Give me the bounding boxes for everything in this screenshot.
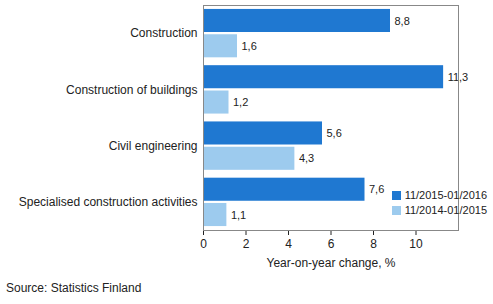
html-text:11/2014-01/2015: 11/2014-01/2015: [404, 204, 487, 216]
svg-text:Construction of buildings: Construction of buildings: [66, 83, 197, 97]
svg-text:Year-on-year change, %: Year-on-year change, %: [267, 256, 396, 270]
svg-text:8: 8: [370, 237, 377, 251]
svg-text:11,3: 11,3: [448, 71, 469, 83]
svg-text:Construction: Construction: [130, 26, 197, 40]
svg-text:7,6: 7,6: [369, 183, 384, 195]
svg-text:1,1: 1,1: [231, 209, 246, 221]
svg-text:4,3: 4,3: [299, 152, 314, 164]
svg-text:Civil engineering: Civil engineering: [109, 139, 198, 153]
svg-text:1,2: 1,2: [233, 96, 248, 108]
svg-text:8,8: 8,8: [395, 14, 410, 26]
svg-text:6: 6: [328, 237, 335, 251]
svg-text:4: 4: [285, 237, 292, 251]
html-text:Source: Statistics Finland: Source: Statistics Finland: [6, 281, 142, 295]
svg-text:1,6: 1,6: [242, 40, 257, 52]
svg-text:5,6: 5,6: [327, 127, 342, 139]
svg-text:10: 10: [409, 237, 423, 251]
html-text:11/2015-01/2016: 11/2015-01/2016: [404, 189, 487, 201]
svg-text:2: 2: [243, 237, 250, 251]
svg-text:0: 0: [200, 237, 207, 251]
svg-text:Specialised construction activ: Specialised construction activities: [19, 195, 198, 209]
